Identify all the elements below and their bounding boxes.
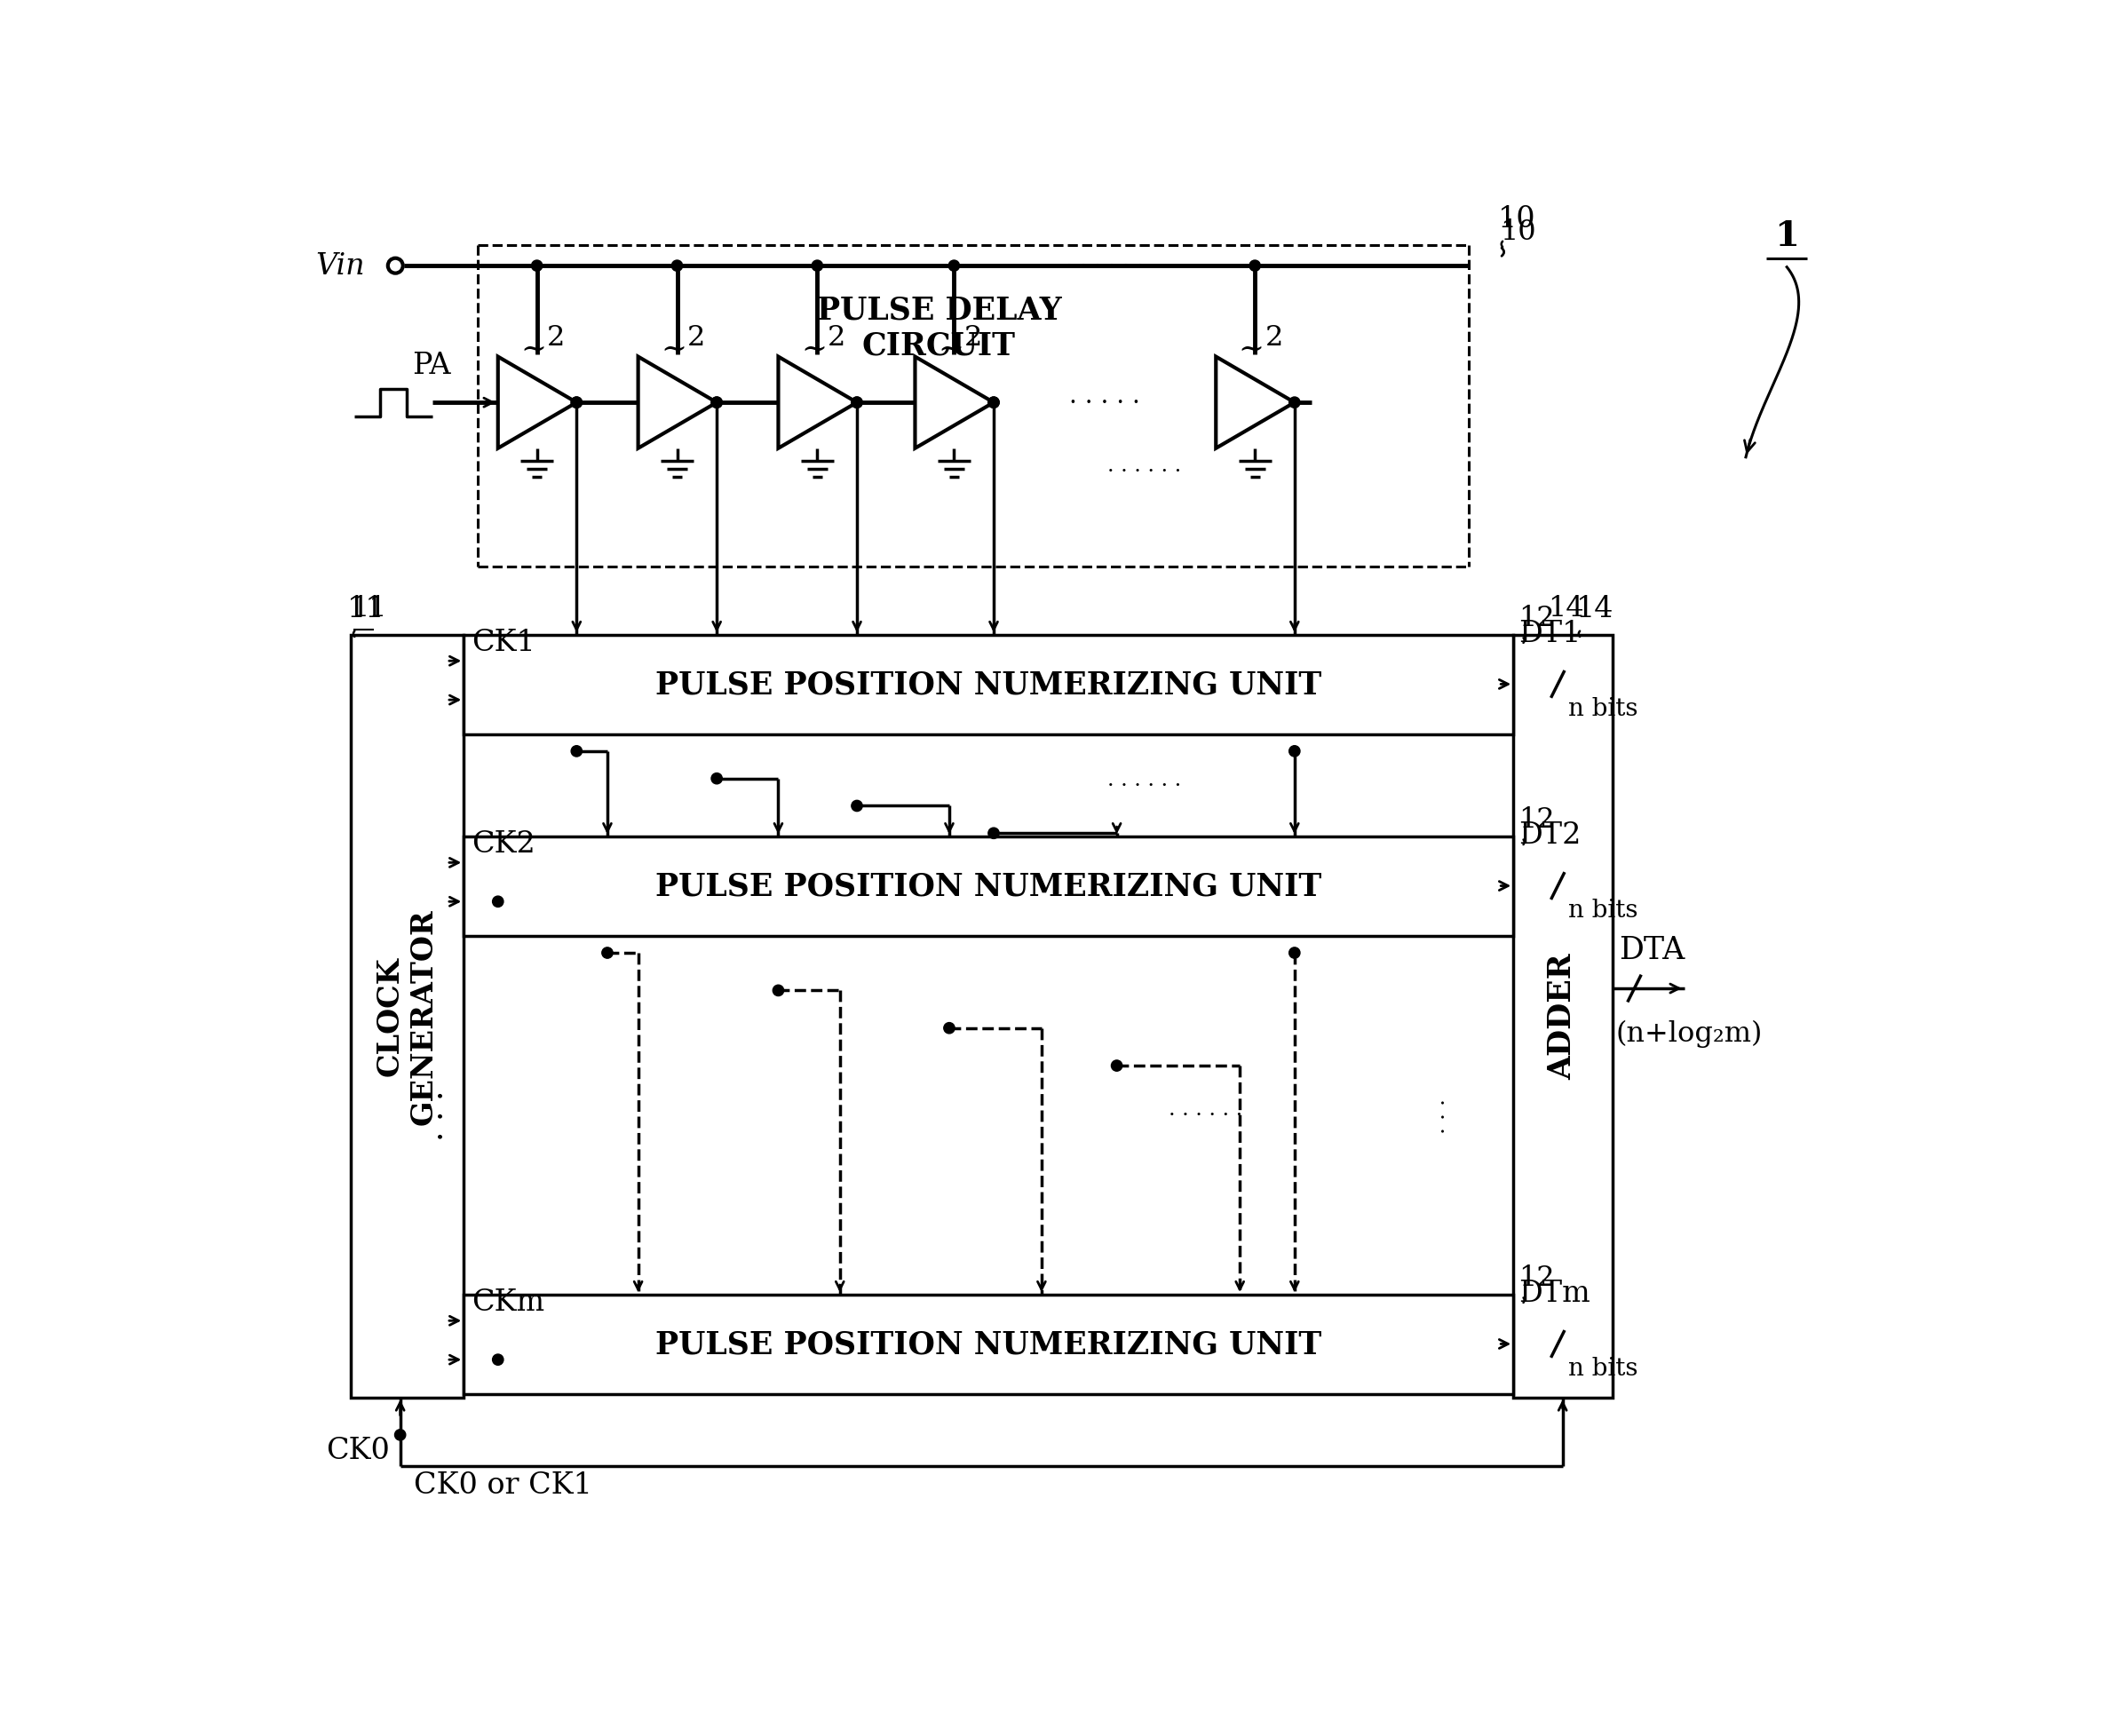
Circle shape xyxy=(852,398,863,408)
Circle shape xyxy=(394,1429,405,1441)
Text: 10: 10 xyxy=(1497,205,1535,234)
Text: n bits: n bits xyxy=(1569,696,1639,720)
Text: ~: ~ xyxy=(801,333,827,365)
Text: 12: 12 xyxy=(1518,806,1554,833)
Text: 2: 2 xyxy=(964,325,983,352)
Circle shape xyxy=(494,896,504,908)
Text: (n+log₂m): (n+log₂m) xyxy=(1615,1019,1763,1047)
Text: n bits: n bits xyxy=(1569,1356,1639,1380)
Text: n bits: n bits xyxy=(1569,898,1639,922)
Text: CK2: CK2 xyxy=(472,830,536,858)
Text: ~: ~ xyxy=(521,333,546,365)
Text: 11: 11 xyxy=(350,594,386,621)
Circle shape xyxy=(989,398,1000,408)
Text: · · · · · ·: · · · · · · xyxy=(1107,776,1181,797)
Text: PULSE POSITION NUMERIZING UNIT: PULSE POSITION NUMERIZING UNIT xyxy=(656,670,1322,700)
Text: 12: 12 xyxy=(1518,1264,1554,1292)
Bar xyxy=(1514,635,1613,1397)
Text: ~: ~ xyxy=(660,333,688,365)
Circle shape xyxy=(949,260,960,273)
Text: · · · · · ·: · · · · · · xyxy=(1168,1106,1242,1125)
Text: PULSE POSITION NUMERIZING UNIT: PULSE POSITION NUMERIZING UNIT xyxy=(656,871,1322,901)
Circle shape xyxy=(1111,1061,1122,1071)
Text: DT2: DT2 xyxy=(1518,821,1582,849)
Circle shape xyxy=(772,986,785,996)
Text: 14: 14 xyxy=(1548,594,1584,621)
Text: 2: 2 xyxy=(688,325,704,352)
Text: Vin: Vin xyxy=(314,252,365,281)
Circle shape xyxy=(572,398,582,408)
Circle shape xyxy=(989,828,1000,838)
Circle shape xyxy=(1289,948,1299,958)
Circle shape xyxy=(531,260,542,273)
Text: ~: ~ xyxy=(939,333,964,365)
Text: DTA: DTA xyxy=(1620,934,1685,965)
Text: · · · · · ·: · · · · · · xyxy=(1065,257,1143,276)
Text: CK0 or CK1: CK0 or CK1 xyxy=(413,1470,593,1500)
Circle shape xyxy=(494,1354,504,1364)
Text: 2: 2 xyxy=(546,325,565,352)
Circle shape xyxy=(852,800,863,812)
Circle shape xyxy=(989,398,1000,408)
Circle shape xyxy=(852,398,863,408)
Circle shape xyxy=(943,1023,955,1035)
Text: 10: 10 xyxy=(1499,219,1535,247)
Text: · · ·: · · · xyxy=(1434,1097,1455,1134)
Text: ADDER: ADDER xyxy=(1548,953,1578,1080)
Circle shape xyxy=(671,260,683,273)
Bar xyxy=(350,635,464,1397)
Text: · · ·: · · · xyxy=(428,1090,458,1141)
Text: 1: 1 xyxy=(1774,219,1799,253)
Text: DT1: DT1 xyxy=(1518,620,1582,648)
Circle shape xyxy=(1289,398,1299,408)
Circle shape xyxy=(1249,260,1261,273)
Circle shape xyxy=(812,260,823,273)
Text: PULSE POSITION NUMERIZING UNIT: PULSE POSITION NUMERIZING UNIT xyxy=(656,1330,1322,1359)
Text: 2: 2 xyxy=(827,325,846,352)
Text: PULSE DELAY
CIRCUIT: PULSE DELAY CIRCUIT xyxy=(816,295,1061,361)
Text: · · · · ·: · · · · · xyxy=(1069,391,1141,415)
Text: ~: ~ xyxy=(1238,333,1263,365)
Text: 12: 12 xyxy=(1518,604,1554,632)
Text: 11: 11 xyxy=(348,595,386,623)
Text: CK0: CK0 xyxy=(327,1436,390,1463)
Text: PA: PA xyxy=(411,351,451,380)
Circle shape xyxy=(711,774,721,785)
Circle shape xyxy=(711,398,721,408)
Text: 2: 2 xyxy=(1265,325,1282,352)
Circle shape xyxy=(711,398,721,408)
Circle shape xyxy=(572,746,582,757)
Circle shape xyxy=(1289,746,1299,757)
Bar xyxy=(464,1295,1514,1394)
Text: 14: 14 xyxy=(1575,595,1613,623)
Circle shape xyxy=(572,398,582,408)
Text: DTm: DTm xyxy=(1518,1279,1590,1307)
Circle shape xyxy=(601,948,614,958)
Text: · · · · · ·: · · · · · · xyxy=(1107,462,1181,481)
Text: CKm: CKm xyxy=(472,1288,544,1316)
Text: CK1: CK1 xyxy=(472,628,536,656)
Bar xyxy=(464,837,1514,936)
Text: CLOCK
GENERATOR: CLOCK GENERATOR xyxy=(375,908,439,1125)
Bar xyxy=(464,635,1514,734)
